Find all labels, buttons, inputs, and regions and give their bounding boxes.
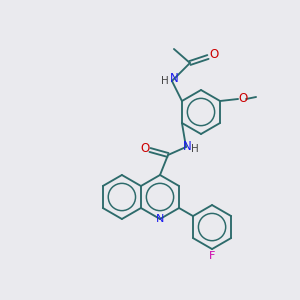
Text: H: H <box>191 144 199 154</box>
Text: F: F <box>209 251 215 261</box>
Text: N: N <box>169 73 178 85</box>
Text: O: O <box>140 142 150 154</box>
Text: H: H <box>161 76 169 86</box>
Text: O: O <box>238 92 248 106</box>
Text: N: N <box>183 140 191 152</box>
Text: O: O <box>209 49 219 62</box>
Text: N: N <box>156 214 164 224</box>
